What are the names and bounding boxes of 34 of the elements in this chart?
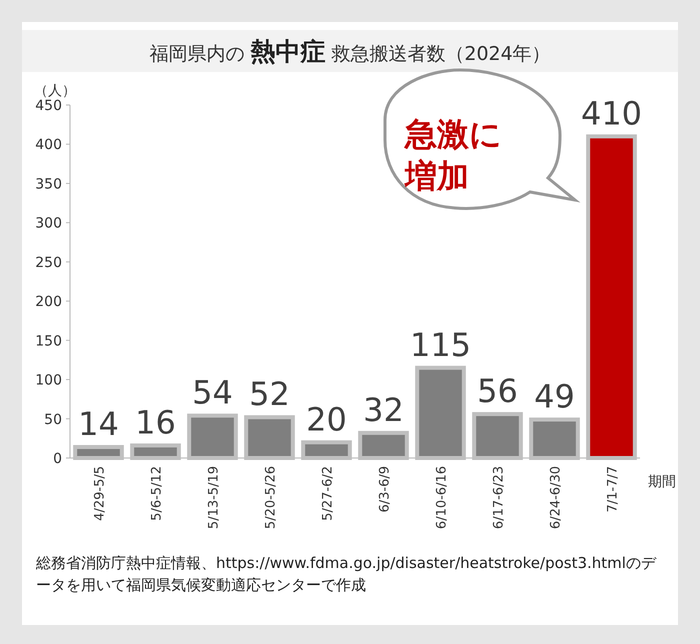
- y-tick-label: 450: [35, 98, 62, 114]
- x-tick-label: 6/24-6/30: [548, 466, 564, 530]
- data-label: 14: [78, 405, 119, 444]
- x-tick-label: 5/20-5/26: [264, 466, 278, 530]
- data-label: 32: [363, 390, 404, 429]
- data-label: 410: [580, 94, 642, 132]
- y-tick-label: 250: [35, 254, 62, 271]
- text: 総務省消防庁熱中症情報、https://www.fdma.go.jp/disaster/heatstroke/post3.htmlのデータを用いて福岡県気候変動適応センターで作成: [35, 554, 657, 594]
- data-label: 16: [135, 403, 176, 442]
- x-tick-label: 6/3-6/9: [378, 466, 392, 513]
- y-tick-label: 300: [35, 216, 62, 232]
- y-tick-label: 150: [35, 333, 62, 350]
- y-tick-label: 100: [35, 372, 62, 389]
- x-tick-label: 7/1-7/7: [606, 466, 620, 513]
- y-tick-label: 0: [53, 451, 62, 467]
- x-axis-title: 期間: [648, 474, 676, 490]
- x-tick-label: 4/29-5/5: [92, 466, 108, 521]
- y-tick-label: 350: [35, 176, 62, 192]
- data-label: 56: [477, 372, 518, 410]
- x-tick-label: 6/10-6/16: [434, 466, 450, 530]
- x-tick-label: 5/13-5/19: [206, 466, 222, 530]
- data-label: 49: [534, 378, 575, 416]
- x-tick-label: 5/27-6/2: [320, 466, 336, 521]
- y-axis-title: （人）: [34, 83, 76, 99]
- data-label: 115: [410, 326, 472, 364]
- y-tick-label: 200: [35, 294, 62, 310]
- data-label: 54: [192, 374, 233, 412]
- data-label: 20: [306, 400, 347, 438]
- y-tick-label: 50: [44, 412, 62, 428]
- x-tick-label: 5/6-5/12: [150, 466, 164, 521]
- y-tick-label: 400: [35, 137, 62, 154]
- data-label: 52: [249, 375, 290, 414]
- x-tick-label: 6/17-6/23: [492, 466, 506, 530]
- chart-title: 福岡県内の 熱中症 救急搬送者数（2024年）: [149, 37, 551, 66]
